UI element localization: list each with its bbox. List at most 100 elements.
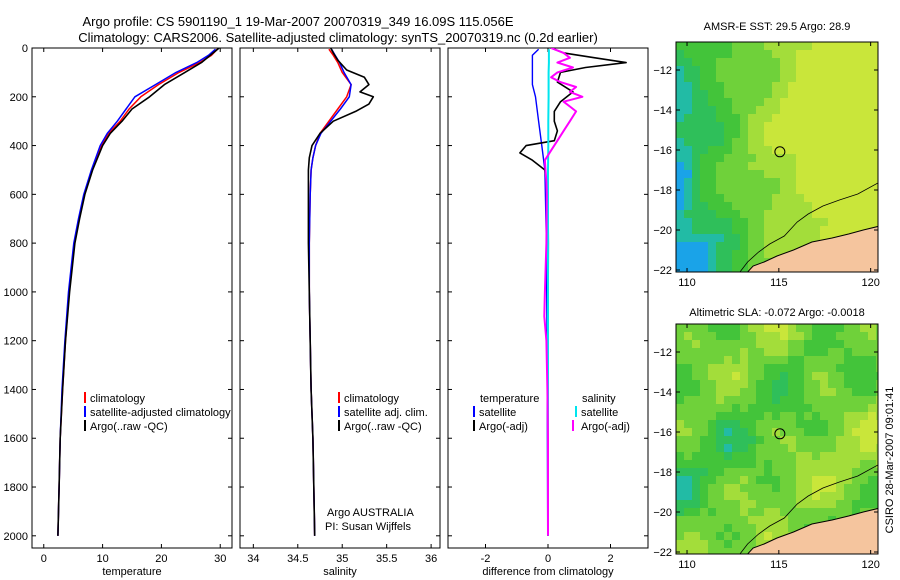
map-cell [836,404,845,413]
map-cell [868,194,877,203]
map-cell [700,210,709,219]
x-axis-label: salinity [323,566,357,578]
map-cell [820,356,829,365]
map-cell [804,436,813,445]
map-cell [820,218,829,227]
map-cell [772,146,781,155]
map-cell [868,210,877,219]
map-cell [836,58,845,67]
map-cell [772,90,781,99]
map-cell [780,524,789,533]
map-cell [868,162,877,171]
map-cell [724,226,733,235]
map-cell [868,146,877,155]
map-cell [732,508,741,517]
map-cell [740,98,749,107]
map-cell [700,444,709,453]
map-cell [764,226,773,235]
map-cell [772,444,781,453]
map-cell [700,324,709,333]
map-cell [852,186,861,195]
map-cell [836,170,845,179]
map-cell [876,218,878,227]
map-cell [684,516,693,525]
y-tick-label: 200 [10,92,28,104]
map-cell [804,356,813,365]
map-cell [692,324,701,333]
map-cell [732,524,741,533]
map-cell [772,154,781,163]
map-cell [876,484,878,493]
map-cell [764,194,773,203]
map-cell [820,396,829,405]
map-cell [756,356,765,365]
map-cell [732,396,741,405]
map-cell [740,540,749,549]
map-cell [756,226,765,235]
map-cell [756,532,765,541]
map-cell [732,194,741,203]
map-cell [852,324,861,333]
map-cell [732,372,741,381]
x-tick-label: 35.5 [376,553,397,565]
map-cell [748,58,757,67]
map-cell [684,90,693,99]
map-cell [772,106,781,115]
title-line-2: Climatology: CARS2006. Satellite-adjuste… [78,30,598,45]
map-cell [796,218,805,227]
map-cell [860,364,869,373]
map-cell [828,194,837,203]
map-cell [828,122,837,131]
map-cell [844,82,853,91]
map-cell [700,476,709,485]
map-cell [684,130,693,139]
map-cell [772,372,781,381]
map-cell [820,186,829,195]
map-cell [820,202,829,211]
map-cell [708,226,717,235]
x-tick-label: 36 [425,553,437,565]
map-cell [780,98,789,107]
map-cell [772,332,781,341]
map-cell [788,332,797,341]
map-cell [796,210,805,219]
map-cell [716,468,725,477]
map-cell [708,500,717,509]
legend-swatch-sal-argo [572,420,574,431]
map-cell [756,516,765,525]
legend-swatch-sal-satellite [575,406,577,417]
x-tick-label: -2 [481,553,491,565]
map-cell [780,340,789,349]
map-cell [764,146,773,155]
map-cell [684,258,693,267]
map-cell [740,90,749,99]
map-cell [740,324,749,333]
map-cell [844,372,853,381]
map-cell [836,154,845,163]
map-cell [812,476,821,485]
map-cell [852,412,861,421]
map-cell [820,122,829,131]
map-cell [852,42,861,51]
float-pi-annotation: PI: Susan Wijffels [325,521,411,533]
map-cell [708,170,717,179]
map-cell [804,170,813,179]
map-cell [708,42,717,51]
map-cell [820,130,829,139]
map-cell [708,242,717,251]
map-cell [804,194,813,203]
map-cell [844,500,853,509]
map-cell [700,412,709,421]
y-tick-label: 1600 [4,433,28,445]
map-cell [700,146,709,155]
map-cell [716,82,725,91]
map-cell [692,170,701,179]
map-cell [852,170,861,179]
map-cell [796,380,805,389]
map-cell [804,428,813,437]
map-cell [860,218,869,227]
map-cell [700,396,709,405]
map-cell [820,106,829,115]
map-cell [748,388,757,397]
map-cell [780,452,789,461]
